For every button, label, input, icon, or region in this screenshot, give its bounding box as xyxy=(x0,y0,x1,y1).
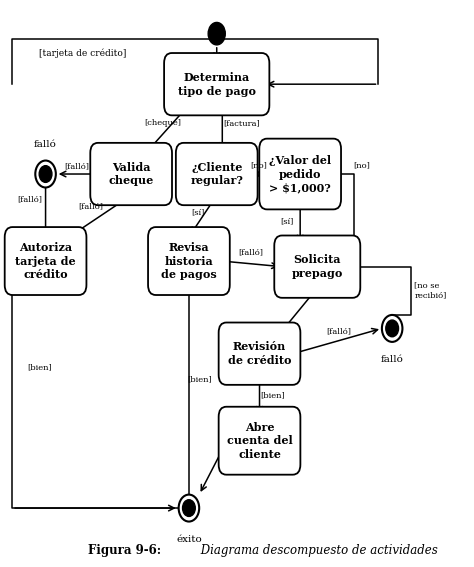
Text: Revisión
de crédito: Revisión de crédito xyxy=(228,341,291,366)
Text: [falló]: [falló] xyxy=(326,327,351,335)
Text: ¿Cliente
regular?: ¿Cliente regular? xyxy=(190,162,243,187)
Text: [no se
recibió]: [no se recibió] xyxy=(414,282,447,299)
Circle shape xyxy=(39,166,52,183)
Text: [falló]: [falló] xyxy=(78,202,103,210)
Text: [sí]: [sí] xyxy=(191,209,204,217)
FancyBboxPatch shape xyxy=(219,323,301,385)
Text: Solicita
prepago: Solicita prepago xyxy=(292,255,343,279)
FancyBboxPatch shape xyxy=(176,143,257,205)
FancyBboxPatch shape xyxy=(274,235,360,298)
Text: [falló]: [falló] xyxy=(17,195,42,204)
Text: [bien]: [bien] xyxy=(260,392,285,400)
Text: [sí]: [sí] xyxy=(281,218,294,226)
Text: Determina
tipo de pago: Determina tipo de pago xyxy=(178,72,256,96)
Text: Abre
cuenta del
cliente: Abre cuenta del cliente xyxy=(227,421,292,460)
Text: Diagrama descompuesto de actividades: Diagrama descompuesto de actividades xyxy=(198,544,438,557)
Text: éxito: éxito xyxy=(176,535,202,544)
Circle shape xyxy=(386,320,399,337)
FancyBboxPatch shape xyxy=(148,227,230,295)
Text: Valida
cheque: Valida cheque xyxy=(109,162,154,187)
FancyBboxPatch shape xyxy=(219,407,301,475)
Circle shape xyxy=(179,494,199,522)
Text: [no]: [no] xyxy=(250,162,267,170)
Text: [falló]: [falló] xyxy=(238,248,264,257)
Text: falló: falló xyxy=(34,139,57,149)
Circle shape xyxy=(182,500,195,517)
Circle shape xyxy=(382,315,402,342)
Text: falló: falló xyxy=(381,356,403,365)
Text: [falló]: [falló] xyxy=(64,163,89,171)
Circle shape xyxy=(35,160,56,188)
FancyBboxPatch shape xyxy=(90,143,172,205)
Text: [no]: [no] xyxy=(354,162,371,170)
Text: ¿Valor del
pedido
> $1,000?: ¿Valor del pedido > $1,000? xyxy=(269,155,331,193)
Text: [bien]: [bien] xyxy=(187,375,212,383)
Text: Revisa
historia
de pagos: Revisa historia de pagos xyxy=(161,242,217,280)
FancyBboxPatch shape xyxy=(5,227,86,295)
Text: [cheque]: [cheque] xyxy=(145,120,182,128)
Text: [factura]: [factura] xyxy=(223,120,260,128)
Text: Figura 9-6:: Figura 9-6: xyxy=(88,544,162,557)
Text: Autoriza
tarjeta de
crédito: Autoriza tarjeta de crédito xyxy=(15,242,76,280)
FancyBboxPatch shape xyxy=(259,139,341,209)
Circle shape xyxy=(208,23,225,45)
Text: [tarjeta de crédito]: [tarjeta de crédito] xyxy=(39,49,127,58)
Text: [bien]: [bien] xyxy=(27,363,52,372)
FancyBboxPatch shape xyxy=(164,53,269,115)
